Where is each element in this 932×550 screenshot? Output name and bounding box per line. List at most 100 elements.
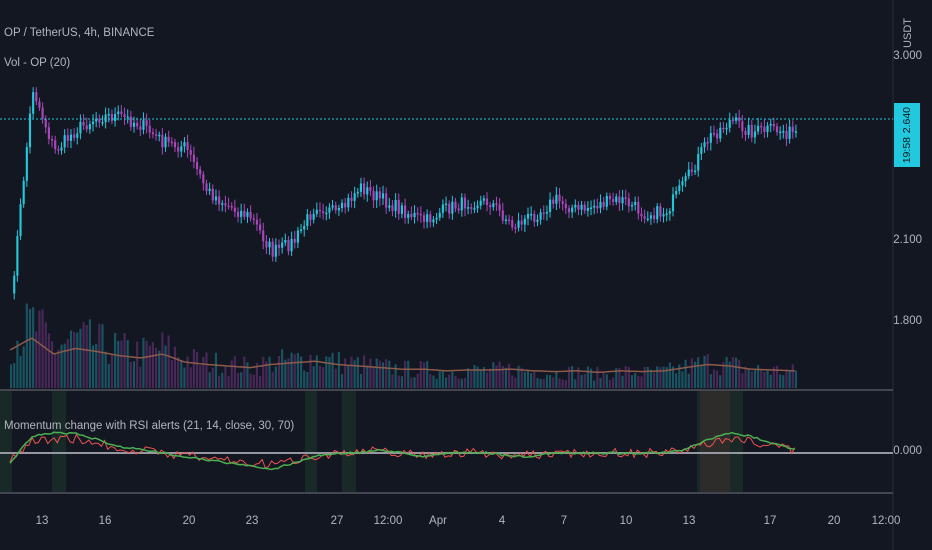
volume-bar	[794, 370, 797, 388]
volume-bar	[668, 362, 671, 388]
candle-body	[236, 211, 240, 217]
volume-bar	[259, 376, 262, 388]
candle-body	[482, 198, 485, 201]
volume-bar	[180, 359, 183, 388]
candle-body	[419, 213, 422, 216]
volume-bar	[479, 370, 482, 388]
candle-body	[649, 215, 653, 219]
volume-bar	[473, 365, 476, 388]
candle-body	[164, 136, 167, 148]
volume-bar	[123, 333, 126, 388]
candle-body	[542, 212, 545, 214]
candle-body	[66, 135, 69, 141]
candle-body	[536, 219, 539, 222]
volume-bar	[82, 322, 85, 388]
volume-bar	[772, 366, 775, 388]
candle-body	[268, 241, 271, 248]
candle-body	[555, 194, 558, 204]
volume-bar	[419, 361, 422, 388]
candle-body	[533, 213, 536, 222]
candle-body	[76, 133, 79, 138]
candle-body	[700, 147, 703, 155]
volume-bar	[675, 373, 678, 388]
candle-body	[192, 154, 195, 163]
candle-body	[637, 201, 640, 214]
candle-body	[322, 211, 325, 214]
volume-bar	[347, 365, 350, 388]
volume-bar	[117, 340, 120, 388]
candle-body	[545, 211, 548, 214]
volume-bar	[107, 363, 110, 388]
volume-bar	[221, 372, 224, 388]
candle-body	[63, 135, 66, 148]
candle-body	[359, 183, 363, 192]
alert-zone	[697, 391, 743, 492]
alert-zone	[0, 391, 12, 492]
volume-bar	[205, 352, 208, 388]
candle-body	[684, 176, 687, 182]
volume-bar	[514, 377, 517, 388]
symbol-title: OP / TetherUS, 4h, BINANCE	[4, 27, 155, 39]
candle-body	[725, 127, 728, 130]
candle-body	[397, 199, 400, 214]
volume-bar	[703, 355, 706, 388]
volume-bar	[126, 340, 129, 388]
volume-bar	[265, 361, 268, 388]
candle-body	[180, 146, 183, 152]
candle-body	[577, 204, 580, 210]
candle-body	[583, 204, 586, 211]
candle-body	[580, 204, 583, 210]
candle-body	[73, 134, 76, 138]
indicator-title: Momentum change with RSI alerts (21, 14,…	[4, 420, 295, 432]
volume-bar	[716, 370, 719, 388]
volume-bar	[233, 356, 236, 388]
candle-body	[136, 122, 139, 127]
volume-bar	[281, 349, 284, 388]
volume-bar	[145, 340, 148, 388]
candle-body	[340, 202, 344, 209]
candle-body	[79, 121, 82, 134]
volume-bar	[129, 362, 132, 388]
volume-bar	[728, 361, 731, 388]
candle-body	[110, 114, 114, 122]
volume-bar	[775, 365, 779, 388]
volume-bar	[618, 367, 621, 388]
candle-body	[589, 207, 593, 210]
volume-bar	[596, 366, 599, 388]
candle-body	[747, 124, 750, 135]
volume-bar	[517, 365, 520, 388]
volume-bar	[69, 330, 73, 388]
candle-body	[13, 275, 16, 294]
candle-body	[448, 203, 451, 214]
candle-body	[435, 217, 438, 220]
volume-bar	[589, 368, 593, 388]
volume-bar	[312, 366, 315, 388]
candle-body	[328, 207, 331, 213]
candle-body	[630, 204, 634, 207]
candle-body	[271, 241, 274, 257]
volume-bar	[712, 369, 716, 388]
volume-bar	[769, 374, 772, 388]
candle-body	[120, 111, 123, 115]
candle-body	[766, 125, 769, 132]
indicator-zero-label: 0.000	[893, 445, 922, 457]
candle-body	[151, 132, 154, 135]
candle-body	[391, 205, 394, 211]
volume-bar	[530, 373, 533, 388]
candle-body	[262, 230, 265, 242]
volume-bar	[22, 346, 25, 388]
time-label: 7	[560, 515, 568, 527]
volume-bar	[252, 374, 255, 388]
volume-bar	[574, 379, 577, 388]
volume-bar	[605, 374, 608, 388]
volume-bar	[555, 370, 558, 388]
volume-bar	[10, 364, 13, 388]
candle-body	[240, 210, 243, 217]
candle-body	[347, 197, 350, 208]
time-label: 20	[827, 515, 841, 527]
candle-body	[344, 202, 347, 208]
candle-body	[646, 218, 649, 221]
volume-bar	[520, 367, 523, 388]
candle-body	[548, 199, 552, 212]
